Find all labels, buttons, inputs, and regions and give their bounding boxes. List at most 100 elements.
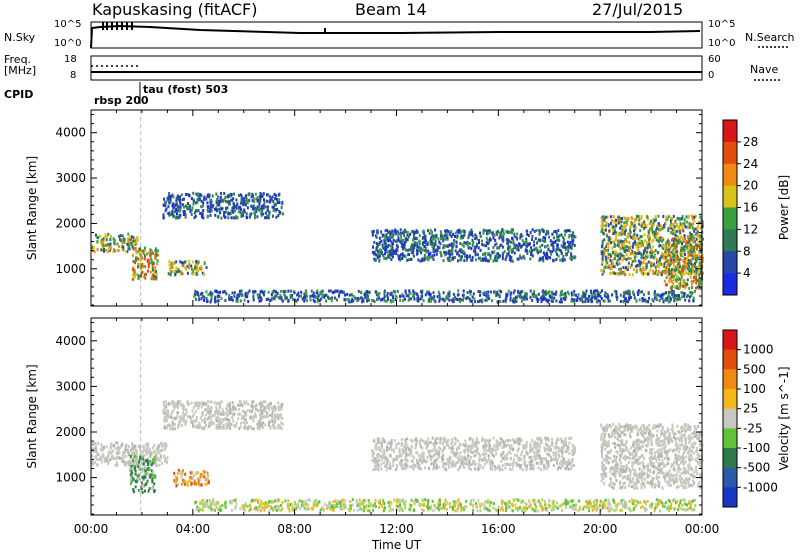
echo-cell xyxy=(404,506,407,510)
echo-cell xyxy=(649,251,652,254)
nsearch-tick-bottom: 10^0 xyxy=(708,38,736,49)
echo-cell xyxy=(612,225,615,229)
echo-cell xyxy=(609,299,611,303)
echo-cell xyxy=(248,289,251,293)
echo-cell xyxy=(652,263,655,267)
echo-cell xyxy=(552,248,555,252)
echo-cell xyxy=(323,293,326,297)
echo-cell xyxy=(230,193,233,197)
echo-cell xyxy=(615,290,618,294)
echo-cell xyxy=(293,291,296,295)
echo-cell xyxy=(691,234,694,238)
echo-cell xyxy=(268,299,271,303)
echo-cell xyxy=(412,235,415,239)
echo-cell xyxy=(185,419,188,423)
echo-cell xyxy=(107,450,110,454)
echo-cell xyxy=(121,241,124,245)
echo-cell xyxy=(373,250,376,254)
echo-cell xyxy=(384,248,386,252)
echo-cell xyxy=(224,196,227,199)
echo-cell xyxy=(518,254,521,258)
echo-cell xyxy=(389,234,392,238)
echo-cell xyxy=(628,292,631,296)
echo-cell xyxy=(484,252,487,255)
echo-cell xyxy=(389,238,391,242)
echo-cell xyxy=(642,251,645,255)
echo-region-4 xyxy=(193,289,696,304)
echo-cell xyxy=(234,424,237,428)
echo-cell xyxy=(664,250,667,254)
echo-cell xyxy=(164,204,167,208)
echo-cell xyxy=(646,499,649,503)
echo-cell xyxy=(428,297,431,301)
echo-cell xyxy=(482,228,485,232)
echo-cell xyxy=(133,275,136,279)
echo-cell xyxy=(617,221,620,225)
echo-cell xyxy=(319,292,322,296)
echo-cell xyxy=(408,297,411,301)
echo-cell xyxy=(624,226,627,230)
echo-cell xyxy=(423,231,425,235)
echo-cell xyxy=(587,297,590,300)
echo-cell xyxy=(474,236,477,240)
echo-cell xyxy=(334,499,337,503)
echo-cell xyxy=(130,467,133,470)
echo-cell xyxy=(641,270,644,274)
echo-cell xyxy=(485,240,488,244)
echo-cell xyxy=(397,257,400,261)
echo-cell xyxy=(242,214,245,217)
echo-cell xyxy=(431,296,433,300)
echo-cell xyxy=(490,238,493,242)
echo-cell xyxy=(639,229,642,233)
echo-cell xyxy=(261,415,264,419)
echo-cell xyxy=(517,294,520,298)
echo-cell xyxy=(633,235,635,239)
echo-cell xyxy=(413,241,416,245)
echo-cell xyxy=(104,235,107,239)
echo-cell xyxy=(640,215,643,219)
echo-cell xyxy=(104,460,107,463)
echo-cell xyxy=(252,427,255,431)
echo-cell xyxy=(360,290,362,294)
echo-cell xyxy=(695,247,698,251)
echo-cell xyxy=(177,423,180,427)
echo-cell xyxy=(592,500,595,504)
echo-cell xyxy=(599,291,602,295)
y-tick-label: 2000 xyxy=(55,216,86,230)
echo-cell xyxy=(594,498,597,502)
echo-cell xyxy=(160,442,163,445)
echo-cell xyxy=(659,238,662,242)
echo-cell xyxy=(162,216,165,220)
echo-cell xyxy=(349,507,352,511)
echo-cell xyxy=(310,289,313,293)
echo-cell xyxy=(134,259,137,262)
y-tick-label: 4000 xyxy=(55,126,86,140)
echo-cell xyxy=(378,296,381,300)
echo-cell xyxy=(183,197,185,201)
echo-cell xyxy=(620,220,623,224)
echo-cell xyxy=(633,221,636,225)
echo-cell xyxy=(605,295,608,299)
echo-cell xyxy=(695,243,698,247)
echo-cell xyxy=(210,400,213,404)
echo-cell xyxy=(625,299,628,303)
echo-cell xyxy=(602,230,605,234)
echo-cell xyxy=(139,258,142,262)
echo-cell xyxy=(687,248,690,252)
echo-cell xyxy=(219,211,222,214)
echo-cell xyxy=(377,253,379,257)
echo-cell xyxy=(694,254,697,257)
echo-cell xyxy=(672,277,675,281)
echo-cell xyxy=(689,267,692,271)
echo-cell xyxy=(232,419,235,423)
echo-cell xyxy=(636,214,639,218)
echo-cell xyxy=(699,238,702,242)
echo-cell xyxy=(147,443,150,447)
echo-cell xyxy=(244,426,247,430)
echo-cell xyxy=(164,460,167,464)
echo-cell xyxy=(155,247,158,251)
echo-cell xyxy=(195,418,198,422)
echo-cell xyxy=(661,263,664,266)
echo-cell xyxy=(468,246,471,249)
echo-cell xyxy=(668,260,671,264)
